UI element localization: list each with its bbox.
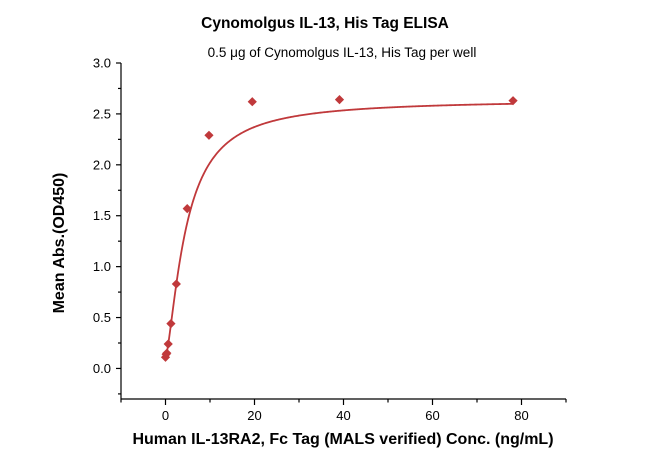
y-tick-label: 0.5	[93, 310, 111, 325]
x-tick-label: 0	[162, 408, 169, 423]
chart-subtitle: 0.5 μg of Cynomolgus IL-13, His Tag per …	[208, 45, 477, 60]
y-tick-label: 2.0	[93, 157, 111, 172]
fit-curve-layer	[164, 102, 514, 358]
y-tick-label: 3.0	[93, 56, 111, 71]
x-tick-label: 80	[514, 408, 528, 423]
y-tick-label: 2.5	[93, 106, 111, 121]
data-point-marker	[247, 97, 257, 107]
y-tick-label: 1.5	[93, 208, 111, 223]
data-point-marker	[162, 348, 172, 358]
axes: 0.0 0.5 1.0 1.5 2.0 2.5 3.0 0 20 40 60 80	[93, 56, 567, 423]
data-point-marker	[163, 339, 173, 349]
data-point-marker	[182, 204, 192, 214]
chart-title: Cynomolgus IL-13, His Tag ELISA	[201, 15, 449, 32]
data-points-layer	[160, 95, 518, 362]
x-tick-label: 60	[425, 408, 439, 423]
y-axis-title: Mean Abs.(OD450)	[51, 173, 68, 314]
y-tick-label: 0.0	[93, 361, 111, 376]
data-point-marker	[171, 279, 181, 289]
data-point-marker	[166, 319, 176, 329]
fit-curve	[164, 102, 514, 358]
data-point-marker	[334, 95, 345, 105]
data-point-marker	[204, 130, 214, 140]
data-point-marker	[508, 96, 518, 106]
x-axis-title: Human IL-13RA2, Fc Tag (MALS verified) C…	[132, 431, 553, 448]
x-tick-label: 20	[247, 408, 261, 423]
y-tick-label: 1.0	[93, 259, 111, 274]
x-tick-label: 40	[336, 408, 350, 423]
